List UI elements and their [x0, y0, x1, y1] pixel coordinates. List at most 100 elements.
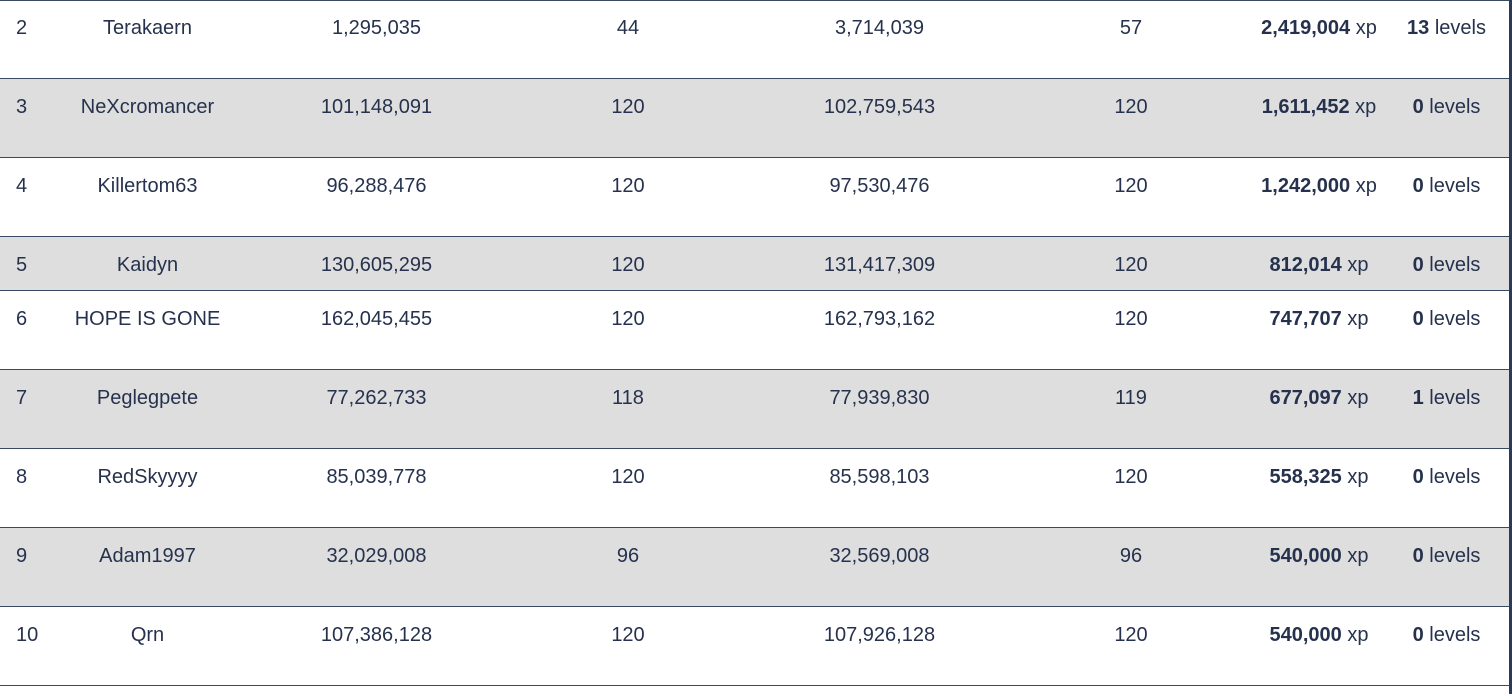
- end-level-value: 57: [1119, 17, 1143, 39]
- rank-value: 8: [16, 465, 28, 488]
- start-level-value: 120: [611, 253, 645, 276]
- player-name-cell[interactable]: Qrn: [45, 606, 250, 685]
- gained-levels-cell: 0 levels: [1384, 78, 1509, 157]
- end-xp-value: 107,926,128: [823, 623, 936, 646]
- player-name-cell[interactable]: Kaidyn: [45, 236, 250, 290]
- player-name[interactable]: NeXcromancer: [80, 95, 215, 118]
- gained-xp-unit: xp: [1355, 95, 1377, 118]
- player-name[interactable]: Killertom63: [97, 174, 198, 197]
- end-xp-cell: 85,598,103: [753, 448, 1006, 527]
- player-name[interactable]: RedSkyyyy: [97, 465, 198, 488]
- start-level-cell: 120: [503, 606, 753, 685]
- start-xp-cell: 32,029,008: [250, 527, 503, 606]
- rank-value: 2: [16, 17, 28, 39]
- start-level-value: 120: [611, 307, 645, 330]
- gained-xp-value: 677,097: [1269, 386, 1342, 409]
- gained-xp-unit: xp: [1355, 174, 1377, 197]
- player-name[interactable]: HOPE IS GONE: [74, 307, 221, 330]
- start-xp-value: 85,039,778: [326, 465, 427, 488]
- gained-xp-value: 1,242,000: [1261, 174, 1351, 197]
- gained-xp-value: 540,000: [1269, 623, 1342, 646]
- gained-xp-cell: 540,000 xp: [1256, 606, 1384, 685]
- end-xp-cell: 32,569,008: [753, 527, 1006, 606]
- gained-xp-value: 558,325: [1269, 465, 1342, 488]
- start-xp-value: 96,288,476: [326, 174, 427, 197]
- gained-levels-cell: 0 levels: [1384, 157, 1509, 236]
- gained-xp-unit: xp: [1347, 253, 1369, 276]
- start-xp-cell: 85,039,778: [250, 448, 503, 527]
- gained-levels-value: 0: [1412, 465, 1424, 488]
- rank-cell: 4: [0, 157, 45, 236]
- table-row: 8 RedSkyyyy 85,039,778 120 85,598,103 12…: [0, 448, 1509, 527]
- start-level-cell: 120: [503, 290, 753, 369]
- gained-levels-value: 0: [1412, 544, 1424, 567]
- player-name-cell[interactable]: Peglegpete: [45, 369, 250, 448]
- end-xp-value: 3,714,039: [835, 17, 924, 39]
- gained-xp-unit: xp: [1347, 465, 1369, 488]
- gained-xp-cell: 540,000 xp: [1256, 527, 1384, 606]
- gained-levels-unit: levels: [1434, 17, 1486, 39]
- gained-levels-unit: levels: [1429, 465, 1481, 488]
- start-xp-cell: 1,295,035: [250, 0, 503, 78]
- player-name-cell[interactable]: Killertom63: [45, 157, 250, 236]
- gained-xp-cell: 747,707 xp: [1256, 290, 1384, 369]
- player-name[interactable]: Adam1997: [99, 544, 196, 567]
- player-name-cell[interactable]: Terakaern: [45, 0, 250, 78]
- rank-cell: 10: [0, 606, 45, 685]
- start-level-cell: 120: [503, 236, 753, 290]
- player-name-cell[interactable]: HOPE IS GONE: [45, 290, 250, 369]
- rank-cell: 2: [0, 0, 45, 78]
- player-name-cell[interactable]: RedSkyyyy: [45, 448, 250, 527]
- gained-xp-cell: 1,242,000 xp: [1256, 157, 1384, 236]
- end-level-value: 120: [1114, 623, 1148, 646]
- table-row: 7 Peglegpete 77,262,733 118 77,939,830 1…: [0, 369, 1509, 448]
- start-xp-value: 1,295,035: [332, 17, 421, 39]
- gained-levels-unit: levels: [1429, 623, 1481, 646]
- end-level-value: 120: [1114, 95, 1148, 118]
- rank-value: 4: [16, 174, 28, 197]
- gained-xp-value: 812,014: [1269, 253, 1342, 276]
- end-level-cell: 120: [1006, 78, 1256, 157]
- end-level-value: 120: [1114, 174, 1148, 197]
- gained-levels-value: 0: [1412, 623, 1424, 646]
- player-name-cell[interactable]: NeXcromancer: [45, 78, 250, 157]
- player-name-cell[interactable]: Adam1997: [45, 527, 250, 606]
- table-row: 2 Terakaern 1,295,035 44 3,714,039 57 2,…: [0, 0, 1509, 78]
- end-level-cell: 96: [1006, 527, 1256, 606]
- rank-value: 9: [16, 544, 28, 567]
- gained-xp-unit: xp: [1355, 17, 1377, 39]
- start-xp-cell: 101,148,091: [250, 78, 503, 157]
- gained-levels-unit: levels: [1429, 307, 1481, 330]
- gained-xp-value: 2,419,004: [1261, 17, 1351, 39]
- rank-value: 7: [16, 386, 28, 409]
- gained-xp-unit: xp: [1347, 307, 1369, 330]
- end-level-value: 96: [1119, 544, 1143, 567]
- start-xp-value: 77,262,733: [326, 386, 427, 409]
- end-xp-value: 77,939,830: [829, 386, 930, 409]
- start-level-cell: 120: [503, 157, 753, 236]
- start-xp-cell: 77,262,733: [250, 369, 503, 448]
- start-level-value: 120: [611, 174, 645, 197]
- gained-levels-unit: levels: [1429, 95, 1481, 118]
- player-name[interactable]: Terakaern: [103, 17, 192, 39]
- end-xp-cell: 131,417,309: [753, 236, 1006, 290]
- table-top-border: [0, 0, 1509, 1]
- player-name[interactable]: Peglegpete: [96, 386, 199, 409]
- start-level-cell: 118: [503, 369, 753, 448]
- start-level-value: 96: [616, 544, 640, 567]
- gained-levels-unit: levels: [1429, 253, 1481, 276]
- start-level-value: 120: [611, 623, 645, 646]
- end-level-value: 120: [1114, 465, 1148, 488]
- start-xp-value: 32,029,008: [326, 544, 427, 567]
- player-name[interactable]: Qrn: [130, 623, 165, 646]
- table-row: 10 Qrn 107,386,128 120 107,926,128 120 5…: [0, 606, 1509, 685]
- end-level-cell: 119: [1006, 369, 1256, 448]
- player-name[interactable]: Kaidyn: [116, 253, 179, 276]
- rank-cell: 3: [0, 78, 45, 157]
- end-level-cell: 120: [1006, 448, 1256, 527]
- gained-xp-cell: 677,097 xp: [1256, 369, 1384, 448]
- end-xp-value: 162,793,162: [823, 307, 936, 330]
- gained-levels-cell: 0 levels: [1384, 527, 1509, 606]
